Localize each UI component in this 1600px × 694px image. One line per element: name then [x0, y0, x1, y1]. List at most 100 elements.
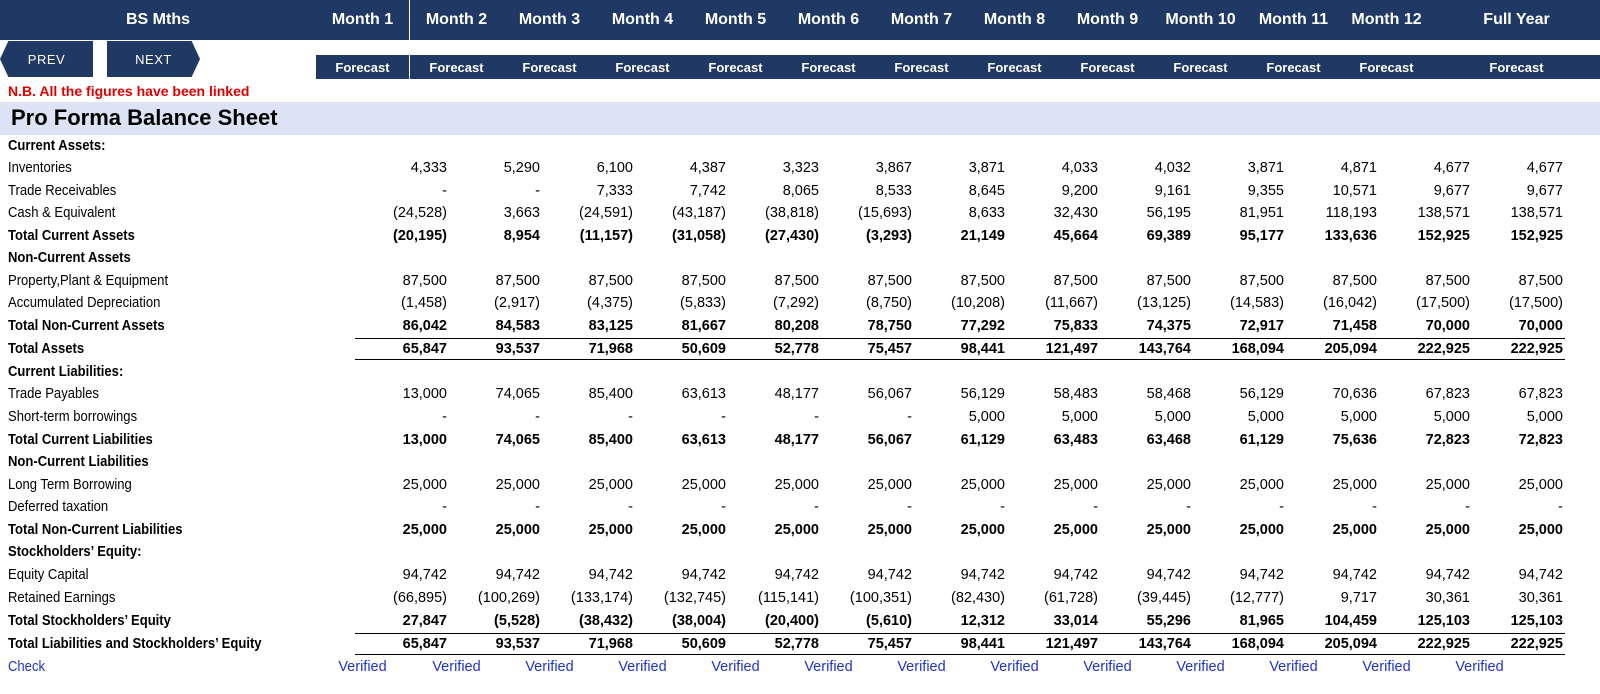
column-header-4: Month 4 — [596, 0, 689, 40]
row-label: Inventories — [8, 160, 72, 176]
value-cell: (4,375) — [587, 295, 633, 311]
value-cell: 168,094 — [1231, 341, 1284, 357]
value-cell: 25,000 — [867, 522, 912, 538]
value-cell: 63,483 — [1053, 432, 1098, 448]
value-cell: 75,457 — [867, 636, 912, 652]
value-cell: (24,591) — [578, 205, 633, 221]
prev-button[interactable]: PREV — [0, 41, 93, 77]
value-cell: 133,636 — [1324, 228, 1377, 244]
value-cell: 25,000 — [1146, 522, 1191, 538]
value-cell: - — [442, 409, 447, 425]
row-label: Total Current Liabilities — [8, 432, 153, 448]
value-cell: 94,742 — [402, 567, 447, 583]
value-cell: (16,042) — [1322, 295, 1377, 311]
column-header-13: Full Year — [1433, 0, 1600, 40]
next-button[interactable]: NEXT — [107, 41, 200, 77]
value-cell: (20,400) — [764, 613, 819, 629]
value-cell: 9,677 — [1526, 183, 1563, 199]
row-label: Retained Earnings — [8, 590, 116, 606]
row-label: Current Liabilities: — [8, 364, 124, 380]
row-label: Trade Payables — [8, 386, 99, 402]
value-cell: (5,528) — [494, 613, 540, 629]
value-cell: - — [628, 409, 633, 425]
value-cell: 94,742 — [867, 567, 912, 583]
value-cell: 75,636 — [1332, 432, 1377, 448]
value-cell: 3,871 — [1247, 160, 1284, 176]
table-row: Non-Current Liabilities — [0, 451, 1600, 474]
value-cell: 25,000 — [1239, 477, 1284, 493]
value-cell: 75,833 — [1053, 318, 1098, 334]
value-cell: 25,000 — [681, 522, 726, 538]
value-cell: (5,833) — [680, 295, 726, 311]
value-cell: 87,500 — [495, 273, 540, 289]
value-cell: 94,742 — [588, 567, 633, 583]
value-cell: - — [1000, 499, 1005, 515]
value-cell: 87,500 — [681, 273, 726, 289]
value-cell: - — [1093, 499, 1098, 515]
value-cell: 33,014 — [1053, 613, 1098, 629]
value-cell: 25,000 — [1239, 522, 1284, 538]
value-cell: (39,445) — [1136, 590, 1191, 606]
value-cell: 85,400 — [588, 386, 633, 402]
value-cell: 87,500 — [960, 273, 1005, 289]
value-cell: 98,441 — [960, 341, 1005, 357]
value-cell: - — [721, 499, 726, 515]
value-cell: 25,000 — [960, 522, 1005, 538]
value-cell: 70,636 — [1332, 386, 1377, 402]
value-cell: 4,333 — [410, 160, 447, 176]
row-label: Total Non-Current Liabilities — [8, 522, 183, 538]
value-cell: (3,293) — [866, 228, 912, 244]
value-cell: 143,764 — [1138, 341, 1191, 357]
value-cell: 74,065 — [495, 386, 540, 402]
value-cell: 63,613 — [681, 386, 726, 402]
value-cell: (66,895) — [392, 590, 447, 606]
value-cell: 9,355 — [1247, 183, 1284, 199]
value-cell: 93,537 — [495, 636, 540, 652]
value-cell: 222,925 — [1417, 341, 1470, 357]
value-cell: 94,742 — [1239, 567, 1284, 583]
value-cell: 61,129 — [960, 432, 1005, 448]
value-cell: 94,742 — [1425, 567, 1470, 583]
value-cell: 71,968 — [588, 341, 633, 357]
value-cell: 94,742 — [1332, 567, 1377, 583]
check-cell: Verified — [525, 659, 574, 675]
value-cell: 74,065 — [495, 432, 540, 448]
row-label: Stockholders’ Equity: — [8, 544, 142, 560]
value-cell: 87,500 — [588, 273, 633, 289]
value-cell: 83,125 — [588, 318, 633, 334]
value-cell: 72,917 — [1239, 318, 1284, 334]
value-cell: 205,094 — [1324, 341, 1377, 357]
value-cell: 95,177 — [1239, 228, 1284, 244]
check-cell: Verified — [1269, 659, 1318, 675]
value-cell: 13,000 — [402, 386, 447, 402]
value-cell: - — [907, 409, 912, 425]
value-cell: (132,745) — [663, 590, 726, 606]
value-cell: 52,778 — [774, 636, 819, 652]
value-cell: 72,823 — [1425, 432, 1470, 448]
value-cell: 25,000 — [1146, 477, 1191, 493]
row-label: Deferred taxation — [8, 499, 109, 515]
value-cell: - — [1186, 499, 1191, 515]
total-rule — [355, 633, 1565, 655]
value-cell: 5,000 — [1526, 409, 1563, 425]
value-cell: (1,458) — [401, 295, 447, 311]
value-cell: 25,000 — [1425, 522, 1470, 538]
value-cell: 67,823 — [1518, 386, 1563, 402]
value-cell: 5,000 — [1154, 409, 1191, 425]
value-cell: 25,000 — [1518, 522, 1563, 538]
value-cell: 86,042 — [402, 318, 447, 334]
value-cell: (100,269) — [477, 590, 540, 606]
value-cell: 7,333 — [596, 183, 633, 199]
value-cell: 67,823 — [1425, 386, 1470, 402]
value-cell: 4,033 — [1061, 160, 1098, 176]
row-label: Current Assets: — [8, 138, 106, 154]
forecast-label: Forecast — [1061, 55, 1154, 79]
value-cell: 63,613 — [681, 432, 726, 448]
row-label: Long Term Borrowing — [8, 477, 132, 493]
column-header-2: Month 2 — [410, 0, 503, 40]
forecast-label: Forecast — [689, 55, 782, 79]
value-cell: 138,571 — [1510, 205, 1563, 221]
table-row: Property,Plant & Equipment 87,500 87,500 87… — [0, 270, 1600, 293]
value-cell: 25,000 — [495, 477, 540, 493]
